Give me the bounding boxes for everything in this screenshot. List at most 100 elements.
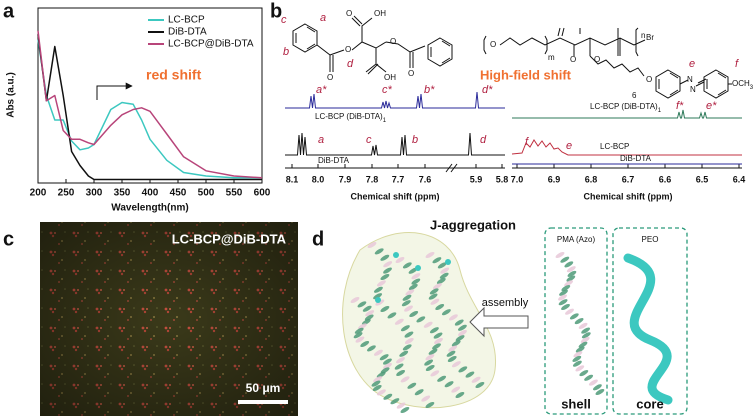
peak-label: d	[480, 134, 487, 146]
azo-mesogen	[465, 371, 475, 378]
micrograph-shade	[40, 222, 298, 416]
x-axis-label: Chemical shift (ppm)	[583, 191, 672, 201]
atom: 6	[632, 91, 637, 100]
azo-mesogen	[396, 369, 406, 377]
atom: OCH	[732, 79, 750, 88]
nmr-tick-label: 7.7	[392, 174, 405, 184]
peo-core	[623, 253, 673, 405]
nmr-tick-label: 5.8	[496, 174, 509, 184]
azo-mesogen	[561, 303, 570, 311]
azo-mesogen	[435, 303, 445, 311]
x-tick-label: 300	[86, 188, 103, 199]
atom: O	[345, 45, 351, 54]
peak-label: a*	[316, 84, 327, 96]
azo-mesogen	[376, 371, 386, 378]
proton-label: e	[689, 58, 695, 70]
azo-mesogen	[376, 389, 386, 396]
proton-label: d	[347, 58, 354, 70]
atom: OCH3	[732, 79, 754, 90]
azo-mesogen	[354, 327, 364, 334]
azo-mesogen	[454, 319, 464, 326]
azo-mesogen	[560, 256, 570, 263]
azo-mesogen	[432, 343, 441, 350]
nmr-trace	[285, 132, 505, 156]
azo-mesogen	[448, 314, 458, 321]
azo-mesogen	[380, 367, 390, 374]
azo-mesogen	[400, 325, 410, 332]
atom: N	[687, 75, 693, 84]
azo-mesogen	[448, 345, 458, 352]
box-label: core	[636, 396, 663, 411]
atom: O	[408, 69, 414, 78]
azo-mesogen	[382, 358, 392, 365]
peak-label: c	[366, 134, 372, 146]
spectrum-label: LC-BCP (DiB-DTA)	[590, 102, 658, 111]
peak-label: e	[566, 140, 572, 152]
azo-mesogen	[425, 364, 435, 372]
azo-mesogen	[437, 262, 447, 269]
azo-mesogen	[424, 359, 434, 366]
azo-mesogen	[373, 349, 383, 356]
image-title: LC-BCP@DiB-DTA	[172, 231, 287, 246]
azo-mesogen	[376, 280, 386, 287]
x-axis-label: Chemical shift (ppm)	[350, 191, 439, 201]
atom: O	[646, 75, 652, 84]
nmr-tick-label: 7.0	[511, 174, 524, 184]
axis-break	[445, 163, 458, 173]
nmr-tick-label: 6.6	[659, 174, 672, 184]
nmr-tick-label: 6.7	[622, 174, 635, 184]
spectrum-label: 1	[658, 108, 662, 114]
azo-mesogen	[592, 384, 602, 391]
chain-end	[375, 297, 381, 303]
azo-mesogen	[380, 305, 390, 313]
peak-label: b*	[424, 84, 435, 96]
nmr-tick-label: 6.9	[548, 174, 561, 184]
azo-mesogen	[428, 348, 438, 355]
atom: OH	[384, 73, 396, 82]
shift-arrow	[96, 82, 133, 100]
azo-mesogen	[559, 289, 568, 296]
core-box	[612, 227, 688, 415]
azo-mesogen	[451, 340, 461, 347]
azo-mesogen	[447, 355, 457, 363]
azo-mesogen	[402, 262, 412, 269]
annotation: red shift	[146, 67, 202, 83]
azo-mesogen	[402, 344, 412, 351]
scale-label: 50 μm	[246, 381, 281, 395]
azo-mesogen	[380, 273, 390, 281]
peak-label: f	[525, 136, 529, 148]
azo-mesogen	[579, 370, 589, 377]
molecule-dibdta	[292, 15, 453, 75]
azo-mesogen	[578, 341, 588, 348]
nmr-trace	[285, 91, 505, 109]
azo-mesogen	[357, 323, 367, 330]
azo-mesogen	[430, 370, 440, 377]
peak-label: f*	[676, 100, 684, 112]
spectrum-label: DiB-DTA	[620, 154, 652, 163]
azo-mesogen	[404, 337, 414, 345]
azo-mesogen	[361, 318, 371, 326]
azo-mesogen	[365, 310, 375, 317]
azo-mesogen	[411, 278, 421, 285]
nmr-trace	[512, 109, 742, 119]
proton-label: f	[735, 58, 739, 70]
azo-mesogen	[390, 398, 400, 405]
azo-mesogen	[569, 313, 579, 320]
azo-mesogen	[458, 366, 468, 373]
azo-mesogen	[409, 310, 419, 318]
azo-mesogen	[451, 386, 461, 393]
azo-mesogen	[432, 283, 442, 290]
annotation: High-field shift	[480, 67, 572, 82]
azo-mesogen	[436, 277, 446, 285]
atom: Br	[646, 33, 654, 42]
nmr-tick-label: 8.0	[312, 174, 325, 184]
azo-mesogen	[558, 299, 568, 306]
azo-mesogen	[580, 336, 590, 344]
azo-mesogen	[353, 332, 363, 339]
azo-mesogen	[584, 374, 594, 381]
molecule-lcbcp	[483, 27, 732, 99]
panel-label: a	[3, 0, 15, 22]
azo-mesogen	[360, 340, 370, 348]
nmr-tick-label: 6.8	[585, 174, 598, 184]
